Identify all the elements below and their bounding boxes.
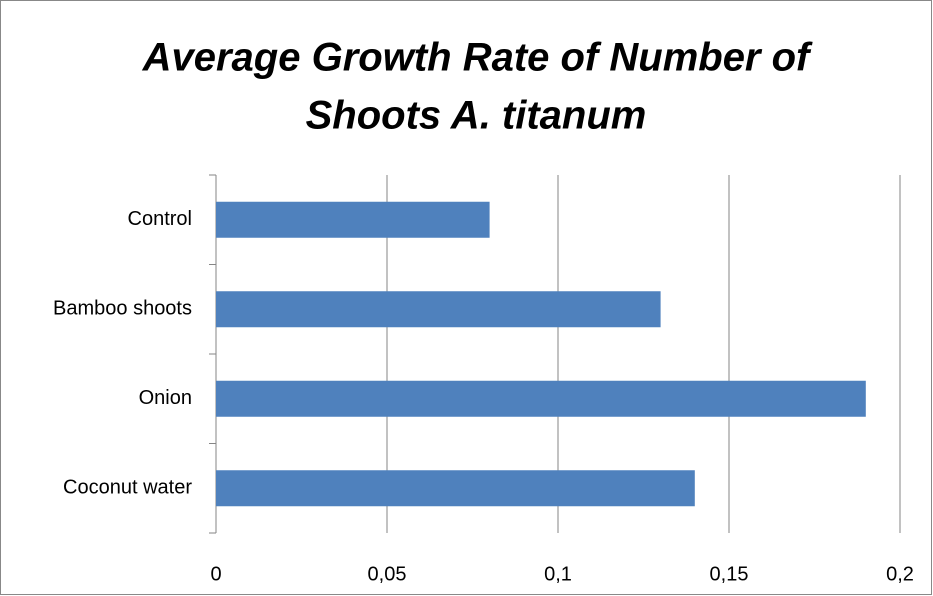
x-tick-label: 0,2 [886, 563, 914, 585]
bar [216, 470, 695, 507]
bar [216, 291, 661, 328]
x-tick-label: 0,15 [710, 563, 749, 585]
chart-title: Shoots A. titanum [306, 94, 647, 138]
y-tick-label: Onion [139, 387, 192, 409]
chart-title: Average Growth Rate of Number of [142, 36, 813, 80]
x-tick-label: 0,05 [368, 563, 407, 585]
x-tick-label: 0 [210, 563, 221, 585]
y-tick-label: Control [128, 208, 192, 230]
y-tick-label: Coconut water [63, 477, 192, 499]
x-tick-label: 0,1 [544, 563, 572, 585]
y-tick-label: Bamboo shoots [53, 298, 192, 320]
bar [216, 380, 866, 417]
bar [216, 201, 490, 238]
